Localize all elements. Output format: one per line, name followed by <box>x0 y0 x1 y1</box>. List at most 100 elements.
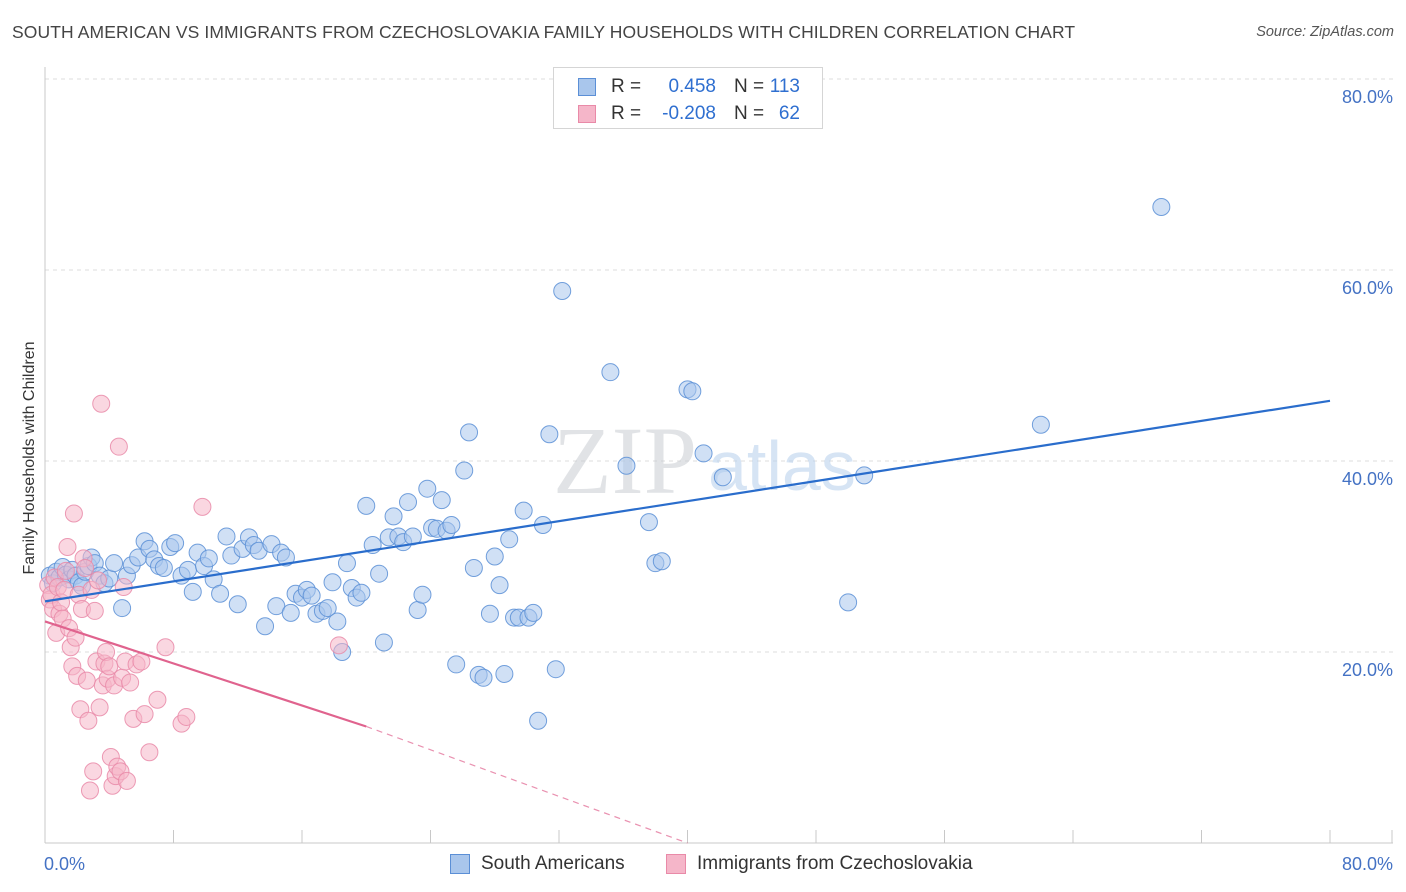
legend-n-value: 62 <box>778 103 800 124</box>
south-american-point <box>553 282 572 301</box>
legend-swatch-pink <box>666 854 686 874</box>
czechoslovakia-point <box>77 671 96 690</box>
axes <box>44 67 1393 844</box>
czechoslovakia-point <box>90 698 109 717</box>
south-american-point <box>447 655 466 674</box>
y-tick-label: 20.0% <box>1342 660 1393 680</box>
south-american-point <box>217 527 236 546</box>
czechoslovakia-point <box>156 638 175 657</box>
south-american-point <box>318 599 337 618</box>
south-american-point <box>337 554 356 573</box>
south-american-point <box>839 593 858 612</box>
czechoslovakia-point <box>56 561 75 580</box>
legend-n-label: N = <box>734 76 765 97</box>
south-american-point <box>399 493 418 512</box>
south-american-point <box>384 507 403 526</box>
south-american-point <box>199 549 218 568</box>
legend-r-label: R = <box>611 76 642 97</box>
south-american-point <box>328 612 347 631</box>
y-tick-label: 40.0% <box>1342 469 1393 489</box>
south-american-point <box>546 660 565 679</box>
legend-label: South Americans <box>481 853 625 874</box>
series-legend: South Americans Immigrants from Czechosl… <box>0 852 1406 878</box>
south-american-point <box>490 576 509 595</box>
legend-swatch-pink <box>578 105 596 123</box>
x-tick-label: 80.0% <box>1342 854 1393 874</box>
south-american-point <box>256 617 275 636</box>
south-american-point <box>480 604 499 623</box>
czechoslovakia-point <box>64 504 83 523</box>
south-american-point <box>323 573 342 592</box>
south-american-point <box>408 600 427 619</box>
south-american-point <box>413 585 432 604</box>
south-american-point <box>601 363 620 382</box>
south-american-point <box>113 599 132 618</box>
south-american-point <box>281 603 300 622</box>
legend-r-value: 0.458 <box>668 76 716 97</box>
czechoslovakia-point <box>80 781 99 800</box>
legend-swatch-blue <box>450 854 470 874</box>
south-american-point <box>183 582 202 601</box>
czechoslovakia-point <box>109 437 128 456</box>
south-american-point <box>178 560 197 579</box>
legend-row-south-americans: R = 0.458 N = 113 <box>554 72 822 100</box>
czechoslovakia-point <box>58 537 77 556</box>
legend-r-label: R = <box>611 103 642 124</box>
czechoslovakia-point <box>76 558 95 577</box>
south-american-point <box>464 558 483 577</box>
south-american-point <box>500 530 519 549</box>
czechoslovakia-point <box>92 394 111 413</box>
south-american-point <box>154 558 173 577</box>
data-points <box>39 197 1171 800</box>
south-american-point <box>302 586 321 605</box>
south-american-point <box>683 382 702 401</box>
south-american-point <box>1152 197 1171 216</box>
south-american-point <box>374 633 393 652</box>
czechoslovakia-trend-extension <box>366 725 688 844</box>
south-american-point <box>1031 415 1050 434</box>
czechoslovakia-point <box>140 743 159 762</box>
south-american-point <box>495 664 514 683</box>
legend-n-value: 113 <box>769 76 800 97</box>
y-axis-label: Family Households with Children <box>21 342 38 575</box>
south-american-trend-line <box>44 399 1331 603</box>
czechoslovakia-point <box>135 705 154 724</box>
gridlines <box>45 78 1393 653</box>
south-american-point <box>228 595 247 614</box>
south-american-point <box>211 584 230 603</box>
czechoslovakia-point <box>117 771 136 790</box>
south-american-point <box>455 461 474 480</box>
south-american-point <box>370 564 389 583</box>
chart-title: SOUTH AMERICAN VS IMMIGRANTS FROM CZECHO… <box>12 22 1076 42</box>
south-american-point <box>418 479 437 498</box>
x-tick-label: 0.0% <box>44 854 85 874</box>
south-american-point <box>524 603 543 622</box>
south-american-point <box>166 534 185 553</box>
south-american-point <box>276 548 295 567</box>
correlation-legend: R = 0.458 N = 113 R = -0.208 N = 62 <box>553 67 823 129</box>
czechoslovakia-point <box>84 762 103 781</box>
south-american-point <box>485 547 504 566</box>
watermark-atlas: atlas <box>708 427 856 505</box>
south-american-point <box>652 552 671 571</box>
legend-n-label: N = <box>734 103 765 124</box>
south-american-point <box>105 554 124 573</box>
y-tick-label: 60.0% <box>1342 278 1393 298</box>
south-american-point <box>432 491 451 510</box>
czechoslovakia-point <box>193 497 212 516</box>
south-american-point <box>713 468 732 487</box>
south-american-point <box>442 515 461 534</box>
czechoslovakia-point <box>148 690 167 709</box>
south-american-point <box>357 496 376 515</box>
trend-lines <box>44 399 1331 844</box>
czechoslovakia-point <box>79 711 98 730</box>
legend-label: Immigrants from Czechoslovakia <box>697 853 973 874</box>
south-american-point <box>639 513 658 532</box>
czechoslovakia-point <box>85 601 104 620</box>
legend-row-czechoslovakia: R = -0.208 N = 62 <box>554 99 822 127</box>
czechoslovakia-point <box>329 636 348 655</box>
south-american-point <box>694 444 713 463</box>
south-american-point <box>529 711 548 730</box>
y-tick-label: 80.0% <box>1342 87 1393 107</box>
